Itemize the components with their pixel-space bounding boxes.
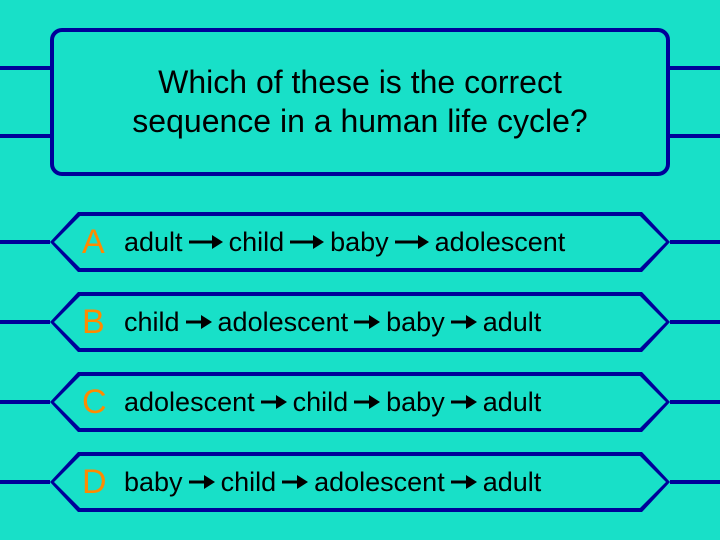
question-box: Which of these is the correct sequence i… [50,28,670,176]
arrow-icon [354,315,380,329]
answer-letter: B [82,303,110,342]
answer-lozenge: D baby child adolescent adult [50,452,670,512]
arrow-icon [354,395,380,409]
arrow-icon [451,395,477,409]
arrow-icon [451,475,477,489]
answer-letter: A [82,223,110,262]
answer-row-b[interactable]: B child adolescent baby adult [0,290,720,354]
answer-sequence: child adolescent baby adult [124,307,541,338]
arrow-icon [189,475,215,489]
answer-lozenge: C adolescent child baby adult [50,372,670,432]
answer-letter: C [82,383,110,422]
arrow-icon [451,315,477,329]
answer-sequence: adult child baby adolescent [124,227,565,258]
arrow-icon [290,235,324,249]
arrow-icon [282,475,308,489]
answer-sequence: baby child adolescent adult [124,467,541,498]
answer-row-d[interactable]: D baby child adolescent adult [0,450,720,514]
answer-sequence: adolescent child baby adult [124,387,541,418]
answer-row-a[interactable]: A adult child baby adolescent [0,210,720,274]
answer-row-c[interactable]: C adolescent child baby adult [0,370,720,434]
arrow-icon [186,315,212,329]
answer-letter: D [82,463,110,502]
question-text: Which of these is the correct sequence i… [94,63,626,141]
answer-lozenge: B child adolescent baby adult [50,292,670,352]
answers-container: A adult child baby adolescent [0,210,720,530]
quiz-stage: Which of these is the correct sequence i… [0,0,720,540]
arrow-icon [261,395,287,409]
answer-lozenge: A adult child baby adolescent [50,212,670,272]
arrow-icon [395,235,429,249]
arrow-icon [189,235,223,249]
